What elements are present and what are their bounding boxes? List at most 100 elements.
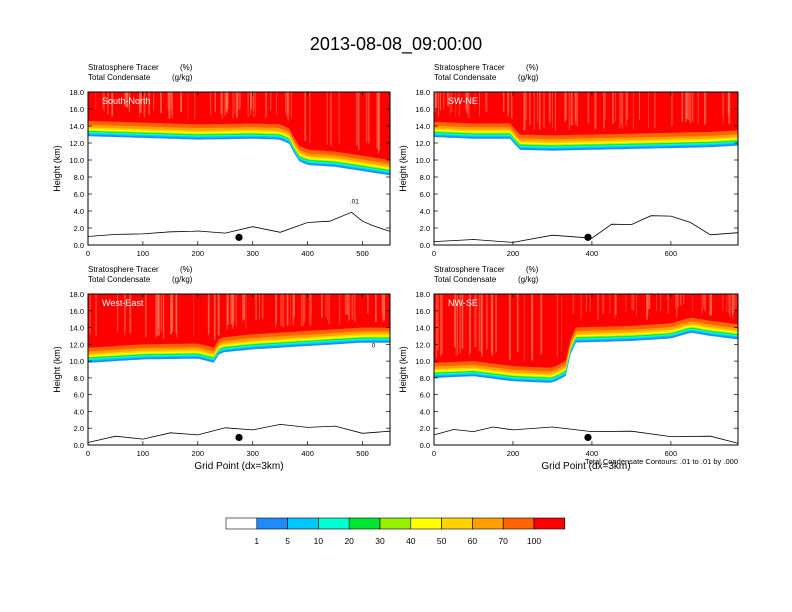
- colorbar-level-label: 40: [406, 536, 416, 546]
- tracer-streak: [654, 92, 656, 129]
- colorbar-swatch: [256, 517, 288, 530]
- header-condensate-label: Total Condensate: [88, 73, 151, 82]
- tracer-streak: [156, 294, 159, 336]
- tracer-streak: [171, 294, 174, 333]
- tracer-streak: [102, 92, 104, 109]
- tracer-streak: [480, 294, 483, 353]
- tracer-streak: [111, 92, 114, 117]
- tracer-streak: [478, 294, 480, 352]
- tracer-streak: [602, 294, 605, 314]
- tracer-streak: [338, 92, 340, 144]
- plot-area: .01: [88, 92, 390, 245]
- tracer-streak: [255, 294, 257, 321]
- tracer-streak: [124, 294, 126, 337]
- tracer-streak: [344, 294, 347, 315]
- tracer-streak: [434, 92, 436, 112]
- tracer-streak: [293, 294, 295, 317]
- tracer-streak: [455, 92, 457, 118]
- tracer-streak: [704, 92, 706, 125]
- tracer-streak: [232, 92, 234, 120]
- tracer-streak: [457, 294, 458, 356]
- tracer-streak: [474, 294, 476, 348]
- tracer-streak: [355, 92, 358, 146]
- x-tick-label: 400: [301, 449, 314, 458]
- tracer-streak: [378, 92, 380, 150]
- tracer-streak: [143, 92, 145, 116]
- tracer-streak: [376, 92, 378, 149]
- colorbar-level-label: 70: [498, 536, 508, 546]
- panels-group: Stratosphere Tracer (%) Total Condensate (g…: [52, 63, 739, 472]
- colorbar-level-label: 20: [344, 536, 354, 546]
- tracer-streak: [167, 92, 169, 111]
- colorbar: 1 5 10 20 30 40 50 60 70 100: [225, 517, 566, 546]
- tracer-streak: [290, 294, 291, 326]
- tracer-streak: [632, 294, 635, 311]
- plot-border: [433, 91, 739, 246]
- y-tick-label: 6.0: [420, 190, 430, 199]
- tracer-streak: [615, 294, 617, 316]
- tracer-streak: [523, 294, 525, 363]
- tracer-streak: [441, 294, 443, 355]
- x-tick-label: 600: [665, 249, 678, 258]
- tracer-streak: [565, 92, 567, 120]
- tracer-streak: [626, 92, 628, 120]
- y-tick-label: 18.0: [415, 88, 430, 97]
- tracer-streak: [169, 92, 172, 109]
- x-tick-label: 0: [432, 449, 436, 458]
- tracer-streak: [687, 92, 690, 120]
- tracer-streak: [236, 92, 238, 119]
- tracer-streak: [648, 294, 651, 309]
- tracer-streak: [710, 294, 713, 315]
- y-tick-label: 4.0: [420, 207, 430, 216]
- tracer-streak: [554, 92, 556, 131]
- tracer-streak: [604, 92, 606, 121]
- header-tracer-label: Stratosphere Tracer: [88, 63, 159, 72]
- colorbar-swatch: [379, 517, 412, 530]
- tracer-streak: [239, 92, 241, 109]
- colorbar-swatch: [287, 517, 319, 530]
- tracer-streak: [594, 92, 597, 130]
- tracer-streak: [375, 294, 377, 323]
- colorbar-swatch: [533, 517, 566, 530]
- y-axis-label: Height (km): [398, 145, 408, 192]
- tracer-streak: [383, 294, 386, 321]
- tracer-streak: [247, 92, 249, 118]
- tracer-streak: [475, 294, 477, 348]
- tracer-streak: [568, 92, 571, 131]
- tracer-streak: [141, 92, 142, 107]
- tracer-streak: [275, 294, 276, 329]
- tracer-streak: [485, 92, 488, 113]
- tracer-streak: [367, 92, 370, 144]
- tracer-streak: [358, 92, 360, 150]
- location-marker: [584, 233, 592, 241]
- tracer-streak: [614, 294, 616, 320]
- tracer-streak: [646, 294, 648, 320]
- tracer-streak: [636, 294, 637, 316]
- tracer-streak: [574, 92, 576, 125]
- y-tick-label: 16.0: [415, 307, 430, 316]
- colorbar-swatch: [410, 517, 442, 530]
- y-tick-label: 6.0: [74, 190, 84, 199]
- tracer-streak: [435, 92, 438, 111]
- tracer-streak: [704, 92, 707, 124]
- tracer-streak: [238, 92, 240, 110]
- tracer-streak: [155, 294, 157, 338]
- figure-title: 2013-08-08_09:00:00: [310, 34, 482, 55]
- x-tick-label: 400: [301, 249, 314, 258]
- tracer-streak: [170, 294, 172, 335]
- tracer-streak: [252, 92, 255, 112]
- tracer-streak: [304, 92, 306, 141]
- tracer-streak: [172, 294, 174, 331]
- tracer-streak: [675, 294, 676, 309]
- y-tick-label: 18.0: [415, 290, 430, 299]
- tracer-streak: [667, 294, 669, 314]
- y-tick-label: 0.0: [74, 441, 84, 450]
- location-marker: [235, 433, 243, 442]
- tracer-streak: [255, 92, 257, 116]
- tracer-streak: [589, 294, 591, 313]
- tracer-streak: [290, 92, 292, 119]
- y-tick-label: 12.0: [415, 340, 430, 349]
- tracer-streak: [612, 92, 614, 124]
- y-tick-label: 8.0: [420, 374, 430, 383]
- y-tick-label: 12.0: [415, 139, 430, 148]
